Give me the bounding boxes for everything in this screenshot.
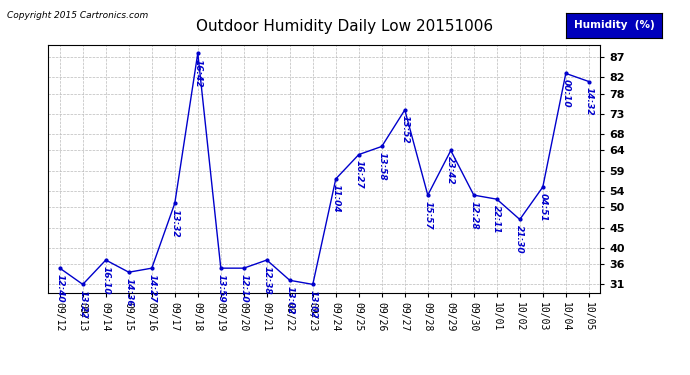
Text: 12:10: 12:10 [239, 274, 248, 302]
Text: 14:32: 14:32 [584, 87, 593, 116]
Text: 00:10: 00:10 [561, 79, 571, 108]
Text: 13:02: 13:02 [308, 290, 317, 319]
Text: 11:04: 11:04 [331, 184, 340, 213]
Text: 14:36: 14:36 [124, 278, 133, 306]
Text: 22:11: 22:11 [492, 205, 502, 233]
Text: 15:57: 15:57 [423, 201, 433, 229]
Text: 13:59: 13:59 [216, 274, 226, 302]
Text: 13:32: 13:32 [170, 209, 179, 237]
Text: 14:27: 14:27 [147, 274, 157, 302]
Text: 13:02: 13:02 [285, 286, 295, 315]
Text: 23:42: 23:42 [446, 156, 455, 184]
Text: 12:40: 12:40 [55, 274, 64, 302]
Text: 04:51: 04:51 [538, 193, 547, 221]
Text: 13:52: 13:52 [400, 116, 409, 144]
Text: Outdoor Humidity Daily Low 20151006: Outdoor Humidity Daily Low 20151006 [197, 19, 493, 34]
Text: 16:10: 16:10 [101, 266, 110, 294]
Text: 12:28: 12:28 [469, 201, 478, 229]
Text: 13:22: 13:22 [78, 290, 88, 319]
Text: 16:27: 16:27 [354, 160, 364, 189]
Text: 21:30: 21:30 [515, 225, 524, 254]
Text: 13:58: 13:58 [377, 152, 386, 181]
Text: Copyright 2015 Cartronics.com: Copyright 2015 Cartronics.com [7, 11, 148, 20]
Text: Humidity  (%): Humidity (%) [573, 20, 655, 30]
Text: 16:42: 16:42 [193, 58, 202, 87]
Text: 12:38: 12:38 [262, 266, 271, 294]
